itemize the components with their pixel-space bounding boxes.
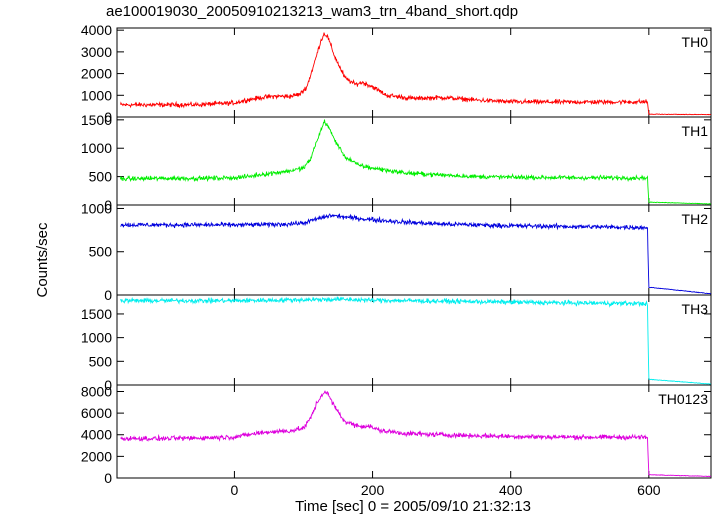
- y-tick-label: 1000: [81, 140, 112, 156]
- y-tick-label: 8000: [81, 383, 112, 399]
- y-tick-label: 0: [104, 377, 112, 393]
- series-line-th0: [120, 32, 711, 116]
- band-label-th2: TH2: [682, 211, 709, 227]
- y-tick-label: 1000: [81, 330, 112, 346]
- band-label-th0: TH0: [682, 34, 709, 50]
- panel-frame: [116, 294, 712, 386]
- series-line-th1: [120, 119, 711, 205]
- panels-group: 01000200030004000TH0050010001500TH105001…: [81, 22, 712, 498]
- y-tick-label: 1500: [81, 306, 112, 322]
- band-label-th3: TH3: [682, 301, 709, 317]
- y-tick-label: 2000: [81, 448, 112, 464]
- y-tick-label: 1500: [81, 112, 112, 128]
- y-tick-label: 500: [89, 244, 113, 260]
- y-tick-label: 500: [89, 169, 113, 185]
- chart-title: ae100019030_20050910213213_wam3_trn_4ban…: [106, 3, 518, 20]
- x-axis-label: Time [sec] 0 = 2005/09/10 21:32:13: [295, 498, 531, 515]
- y-tick-label: 4000: [81, 427, 112, 443]
- y-tick-label: 1000: [81, 87, 112, 103]
- y-tick-label: 0: [104, 287, 112, 303]
- panel-th2: 0 500 1000 TH2: [81, 200, 712, 303]
- y-tick-label: 0: [104, 470, 112, 486]
- x-tick-label: 600: [637, 482, 661, 498]
- panel-frame: [116, 384, 712, 479]
- panel-th0: 0 1000 2000 3000 4000 TH0: [81, 22, 712, 125]
- band-label-th0123: TH0123: [658, 391, 708, 407]
- y-tick-label: 4000: [81, 22, 112, 38]
- panel-frame: [116, 204, 712, 296]
- y-tick-label: 6000: [81, 405, 112, 421]
- series-line-th3: [120, 295, 711, 385]
- y-tick-label: 0: [104, 197, 112, 213]
- y-tick-label: 0: [104, 109, 112, 125]
- panel-frame: [116, 116, 712, 206]
- y-tick-label: 2000: [81, 66, 112, 82]
- band-label-th1: TH1: [682, 123, 709, 139]
- panel-th1: 0 500 1000 1500 TH1: [81, 112, 712, 213]
- x-tick-label: 0: [231, 482, 239, 498]
- y-tick-label: 3000: [81, 44, 112, 60]
- y-axis-label: Counts/sec: [34, 222, 51, 298]
- panel-th0123: 0 2000 4000 6000 8000 TH0123: [81, 383, 712, 486]
- x-tick-label: 200: [361, 482, 385, 498]
- y-tick-label: 500: [89, 353, 113, 369]
- series-line-th0123: [120, 390, 712, 478]
- panel-th3: 0 500 1000 1500 TH3: [81, 294, 712, 393]
- series-line-th2: [120, 213, 712, 295]
- y-tick-label: 1000: [81, 200, 112, 216]
- x-tick-label: 400: [499, 482, 523, 498]
